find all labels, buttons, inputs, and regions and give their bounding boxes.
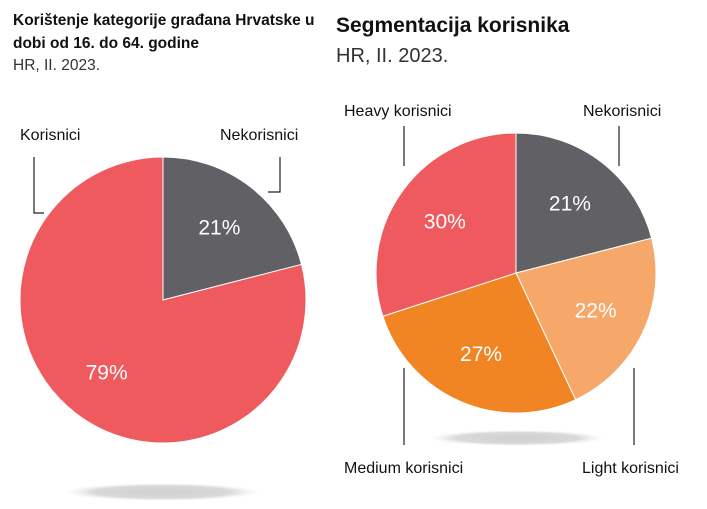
right-label-nekorisnici: Nekorisnici (583, 103, 661, 120)
left-value-nekorisnici: 21% (198, 216, 240, 239)
right-value-nekorisnici: 21% (549, 192, 591, 215)
right-slice-medium-korisnici (382, 272, 577, 414)
right-slice-light-korisnici (515, 237, 657, 401)
left-slice-korisnici (19, 156, 307, 444)
left-pie: 21% 79% (19, 156, 307, 444)
left-nekorisnici-leader (268, 157, 281, 193)
right-label-heavy: Heavy korisnici (344, 103, 452, 120)
right-chart-title: Segmentacija korisnika (336, 14, 570, 37)
right-value-medium-korisnici: 27% (460, 343, 502, 366)
right-label-medium: Medium korisnici (344, 460, 463, 477)
left-label-nekorisnici: Nekorisnici (220, 127, 298, 144)
left-pie-shadow (64, 483, 260, 501)
left-chart-title: Korištenje kategorije građana Hrvatske u… (13, 12, 315, 52)
left-slice-nekorisnici (162, 156, 303, 301)
left-chart-subtitle: HR, II. 2023. (13, 57, 101, 74)
right-slice-heavy-korisnici (375, 132, 517, 317)
left-label-korisnici: Korisnici (20, 127, 80, 144)
right-pie-shadow (429, 430, 605, 446)
right-pie: 21% 22% 27% 30% (375, 132, 657, 414)
right-chart-subtitle: HR, II. 2023. (336, 45, 449, 67)
right-slice-nekorisnici (515, 132, 653, 274)
left-value-korisnici: 79% (86, 362, 128, 385)
right-value-heavy-korisnici: 30% (424, 210, 466, 233)
right-label-light: Light korisnici (582, 460, 679, 477)
left-korisnici-leader (33, 157, 44, 214)
right-value-light-korisnici: 22% (575, 299, 617, 322)
